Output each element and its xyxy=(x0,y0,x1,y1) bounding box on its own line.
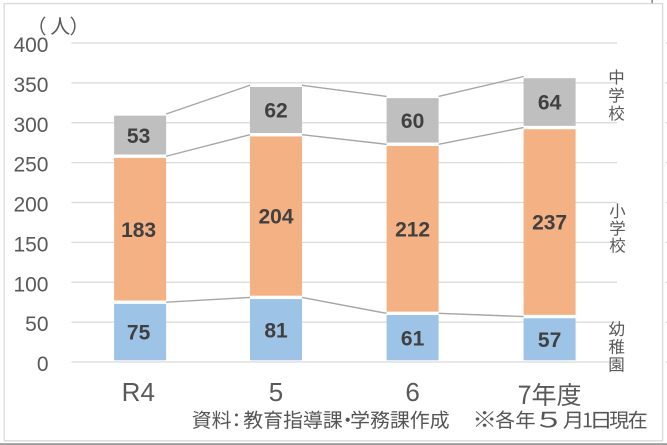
svg-text:57: 57 xyxy=(538,329,561,352)
svg-text:81: 81 xyxy=(264,319,288,342)
svg-text:250: 250 xyxy=(13,154,48,177)
svg-text:53: 53 xyxy=(127,125,150,148)
svg-text:64: 64 xyxy=(538,92,562,115)
svg-text:237: 237 xyxy=(532,212,567,235)
svg-text:0: 0 xyxy=(37,353,49,376)
svg-text:150: 150 xyxy=(13,233,48,256)
svg-text:R4: R4 xyxy=(122,377,155,407)
svg-text:61: 61 xyxy=(401,327,425,350)
svg-text:100: 100 xyxy=(13,273,48,296)
svg-text:350: 350 xyxy=(13,74,48,97)
svg-text:60: 60 xyxy=(401,110,424,133)
svg-text:204: 204 xyxy=(258,206,293,229)
svg-text:5: 5 xyxy=(269,377,283,407)
svg-text:400: 400 xyxy=(13,34,48,57)
svg-text:62: 62 xyxy=(264,100,287,123)
svg-text:212: 212 xyxy=(395,218,430,241)
svg-text:183: 183 xyxy=(121,219,156,242)
svg-text:6: 6 xyxy=(405,377,419,407)
svg-text:200: 200 xyxy=(13,194,48,217)
svg-text:50: 50 xyxy=(25,313,48,336)
svg-text:75: 75 xyxy=(127,322,151,345)
svg-text:300: 300 xyxy=(13,114,48,137)
